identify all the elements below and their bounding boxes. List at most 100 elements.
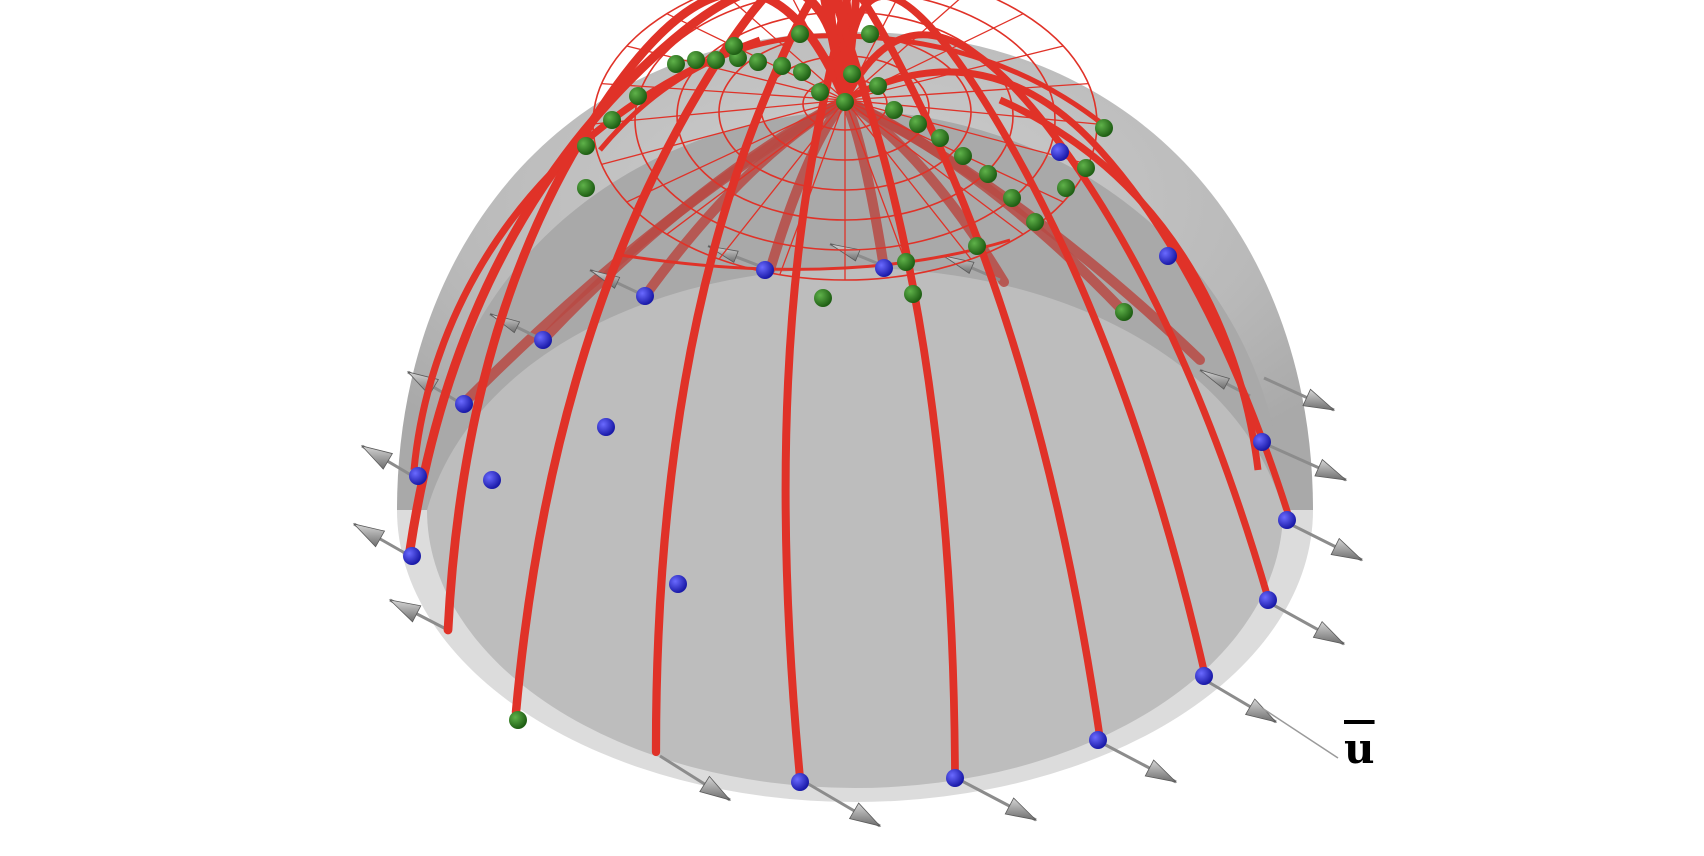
free-node-28 (861, 25, 879, 43)
arrow-left-2-cone (360, 445, 394, 470)
mesh-radial-0 (844, 99, 1098, 125)
support-node-4 (669, 575, 687, 593)
arrow-front-0 (659, 754, 732, 802)
free-node-30 (1057, 179, 1075, 197)
arrow-left-0-cone (388, 599, 422, 623)
arrow-left-1 (352, 522, 411, 558)
free-node-21 (687, 51, 705, 69)
free-node-16 (793, 63, 811, 81)
arrow-front-7-cone (1314, 458, 1348, 481)
free-node-7 (979, 165, 997, 183)
nodes (403, 25, 1296, 791)
free-node-23 (629, 87, 647, 105)
support-node-5 (791, 773, 809, 791)
free-node-26 (577, 179, 595, 197)
mesh-radial-20 (844, 0, 960, 101)
arrow-front-1-cone (848, 802, 882, 827)
free-node-3 (897, 253, 915, 271)
rib-front-2 (511, 0, 850, 717)
mesh-radial-12 (592, 99, 846, 125)
free-node-32 (1095, 119, 1113, 137)
mesh-radial-5 (844, 99, 911, 275)
support-node-10 (1278, 511, 1296, 529)
arrow-front-5 (1267, 600, 1346, 646)
free-node-15 (811, 83, 829, 101)
support-node-16 (756, 261, 774, 279)
free-node-29 (725, 37, 743, 55)
mesh-radial-11 (601, 99, 846, 166)
arrow-back-5-cone (1199, 369, 1230, 390)
mesh-radial-2 (844, 99, 1064, 203)
arrow-front-4 (1204, 678, 1278, 724)
rib-outer-right (998, 96, 1262, 471)
mesh-radial-14 (626, 45, 846, 101)
label-leader-line (1261, 707, 1339, 759)
arrow-front-7 (1269, 444, 1348, 482)
arrow-front-0-cone (699, 775, 732, 801)
mesh-radial-7 (779, 99, 846, 275)
arrow-front-6 (1289, 522, 1364, 562)
free-node-18 (749, 53, 767, 71)
free-node-10 (909, 115, 927, 133)
arrow-front-4-cone (1244, 698, 1278, 723)
free-node-2 (904, 285, 922, 303)
free-node-24 (603, 111, 621, 129)
support-node-13 (1051, 143, 1069, 161)
front-load-arrows (659, 376, 1364, 828)
free-node-6 (1003, 189, 1021, 207)
rib-front-5 (820, 0, 959, 780)
arrow-front-2-cone (1004, 797, 1038, 821)
mesh-radial-13 (601, 82, 846, 101)
rib-front-7 (841, 0, 1209, 679)
back-load-arrows (352, 242, 1251, 632)
support-node-15 (636, 287, 654, 305)
arrow-front-1 (804, 780, 882, 828)
free-node-31 (1077, 159, 1095, 177)
arrow-front-3 (1099, 740, 1178, 784)
support-node-18 (455, 395, 473, 413)
rib-back-7 (840, 95, 1205, 365)
support-node-17 (875, 259, 893, 277)
arrow-front-6-cone (1330, 537, 1364, 561)
support-node-12 (1159, 247, 1177, 265)
free-node-33 (1115, 303, 1133, 321)
free-node-20 (707, 51, 725, 69)
support-node-6 (946, 769, 964, 787)
mesh-radial-10 (626, 99, 846, 203)
arrow-left-1-cone (352, 523, 386, 548)
support-node-8 (1195, 667, 1213, 685)
support-node-14 (534, 331, 552, 349)
free-node-13 (843, 65, 861, 83)
arrow-front-8 (1263, 376, 1336, 412)
mesh-inner-arc (619, 238, 1011, 271)
support-node-3 (597, 418, 615, 436)
arrow-front-2 (959, 778, 1038, 822)
free-node-9 (931, 129, 949, 147)
rib-outer-left (410, 36, 762, 471)
support-node-0 (403, 547, 421, 565)
free-node-27 (791, 25, 809, 43)
rib-front-4 (781, 0, 860, 782)
free-node-4 (968, 237, 986, 255)
displacement-label: u (1344, 724, 1375, 773)
arrow-front-5-cone (1312, 620, 1346, 645)
rib-front-1 (443, 0, 850, 635)
free-node-1 (814, 289, 832, 307)
support-node-7 (1089, 731, 1107, 749)
support-node-2 (483, 471, 501, 489)
support-node-11 (1253, 433, 1271, 451)
arrow-left-2 (360, 444, 417, 480)
free-node-12 (869, 77, 887, 95)
mesh-radial-8 (718, 99, 846, 260)
support-node-9 (1259, 591, 1277, 609)
free-node-17 (773, 57, 791, 75)
free-node-22 (667, 55, 685, 73)
support-node-1 (409, 467, 427, 485)
rib-front-3 (651, 0, 853, 757)
dome-inner-floor (427, 232, 1283, 788)
free-node-14 (836, 93, 854, 111)
free-node-25 (577, 137, 595, 155)
arrow-front-8-cone (1302, 388, 1336, 411)
free-node-8 (954, 147, 972, 165)
